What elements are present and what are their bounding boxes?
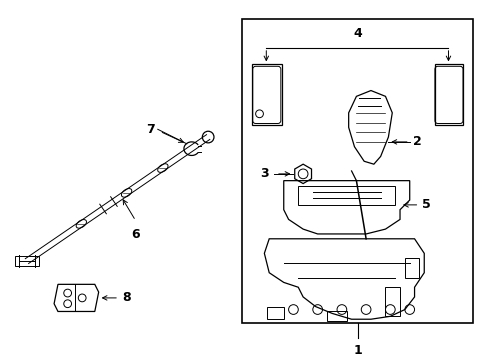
Bar — [242, 19, 472, 323]
Ellipse shape — [157, 164, 168, 172]
Text: 1: 1 — [353, 345, 362, 357]
Ellipse shape — [121, 189, 132, 197]
Text: 5: 5 — [422, 198, 430, 211]
Bar — [15, 256, 39, 266]
Ellipse shape — [76, 220, 86, 228]
Text: 4: 4 — [352, 27, 361, 40]
Text: 2: 2 — [412, 135, 421, 148]
Text: 6: 6 — [131, 228, 140, 240]
Bar — [251, 64, 281, 125]
Text: 7: 7 — [146, 123, 155, 136]
Text: 3: 3 — [260, 167, 269, 180]
Text: 8: 8 — [122, 291, 130, 305]
Bar — [434, 64, 462, 125]
